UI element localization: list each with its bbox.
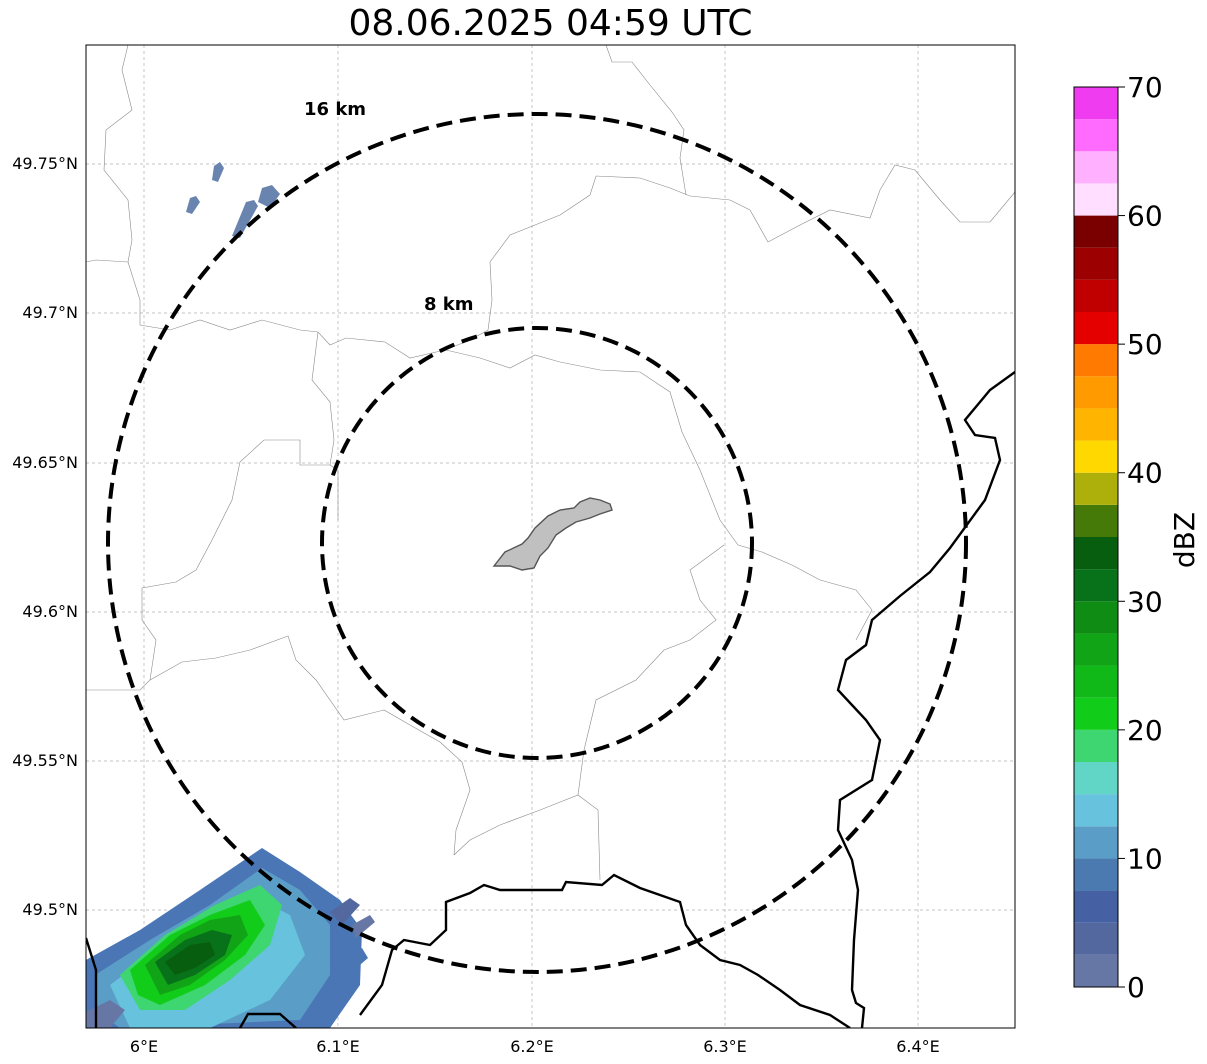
lon-tick-label: 6.4°E xyxy=(896,1037,940,1056)
colorbar-segment xyxy=(1074,183,1118,216)
colorbar-segment xyxy=(1074,665,1118,698)
colorbar-tick-label: 30 xyxy=(1127,585,1163,618)
map-title: 08.06.2025 04:59 UTC xyxy=(348,3,753,44)
colorbar-segment xyxy=(1074,762,1118,795)
colorbar-tick-label: 60 xyxy=(1127,200,1163,233)
range-ring-8km xyxy=(320,326,754,760)
colorbar-segment xyxy=(1074,504,1118,537)
colorbar-tick-label: 70 xyxy=(1127,71,1163,104)
colorbar-segment xyxy=(1074,376,1118,409)
admin-boundaries xyxy=(86,45,1015,881)
colorbar-tick-label: 10 xyxy=(1127,842,1163,875)
range-ring-16km xyxy=(106,112,968,974)
colorbar-label: dBZ xyxy=(1168,512,1201,568)
lat-tick-label: 49.75°N xyxy=(12,154,78,173)
colorbar-segment xyxy=(1074,87,1118,120)
colorbar-segment xyxy=(1074,729,1118,762)
map-frame xyxy=(85,44,1016,1029)
radar-echo-southwest xyxy=(86,848,375,1028)
colorbar-ticks: 0 10 20 30 40 50 60 70 xyxy=(1118,71,1163,1004)
colorbar-segment xyxy=(1074,890,1118,923)
colorbar-segment xyxy=(1074,440,1118,473)
colorbar-tick-label: 40 xyxy=(1127,457,1163,490)
lat-tick-label: 49.6°N xyxy=(22,602,78,621)
city-area xyxy=(492,497,613,571)
colorbar-segment xyxy=(1074,858,1118,891)
range-ring-label-8km: 8 km xyxy=(424,294,474,315)
colorbar-segments xyxy=(1074,87,1118,987)
lat-tick-label: 49.7°N xyxy=(22,303,78,322)
colorbar-segment xyxy=(1074,633,1118,666)
colorbar-segment xyxy=(1074,922,1118,955)
lon-axis: 6°E 6.1°E 6.2°E 6.3°E 6.4°E xyxy=(130,1037,940,1056)
colorbar-segment xyxy=(1074,601,1118,634)
colorbar-segment xyxy=(1074,569,1118,602)
colorbar-tick-label: 20 xyxy=(1127,714,1163,747)
colorbar-segment xyxy=(1074,408,1118,441)
colorbar-segment xyxy=(1074,954,1118,987)
colorbar-segment xyxy=(1074,279,1118,312)
lat-tick-label: 49.65°N xyxy=(12,453,78,472)
lat-axis: 49.75°N 49.7°N 49.65°N 49.6°N 49.55°N 49… xyxy=(12,154,78,919)
colorbar-segment xyxy=(1074,215,1118,248)
lat-tick-label: 49.55°N xyxy=(12,751,78,770)
colorbar-segment xyxy=(1074,472,1118,505)
colorbar-tick-label: 0 xyxy=(1127,971,1145,1004)
lat-tick-label: 49.5°N xyxy=(22,900,78,919)
colorbar-segment xyxy=(1074,151,1118,184)
radar-echo-northwest xyxy=(186,162,280,238)
colorbar-segment xyxy=(1074,344,1118,377)
lon-tick-label: 6.1°E xyxy=(316,1037,360,1056)
colorbar-segment xyxy=(1074,794,1118,827)
national-border xyxy=(86,371,1015,1028)
range-ring-label-16km: 16 km xyxy=(304,99,366,120)
colorbar-segment xyxy=(1074,697,1118,730)
lon-tick-label: 6°E xyxy=(130,1037,158,1056)
colorbar-segment xyxy=(1074,312,1118,345)
lon-tick-label: 6.3°E xyxy=(703,1037,747,1056)
map-gridlines xyxy=(86,45,1015,1028)
colorbar-tick-label: 50 xyxy=(1127,328,1163,361)
colorbar-frame xyxy=(1073,86,1119,988)
colorbar-segment xyxy=(1074,119,1118,152)
lon-tick-label: 6.2°E xyxy=(510,1037,554,1056)
colorbar-segment xyxy=(1074,247,1118,280)
colorbar-segment xyxy=(1074,826,1118,859)
colorbar-segment xyxy=(1074,537,1118,570)
